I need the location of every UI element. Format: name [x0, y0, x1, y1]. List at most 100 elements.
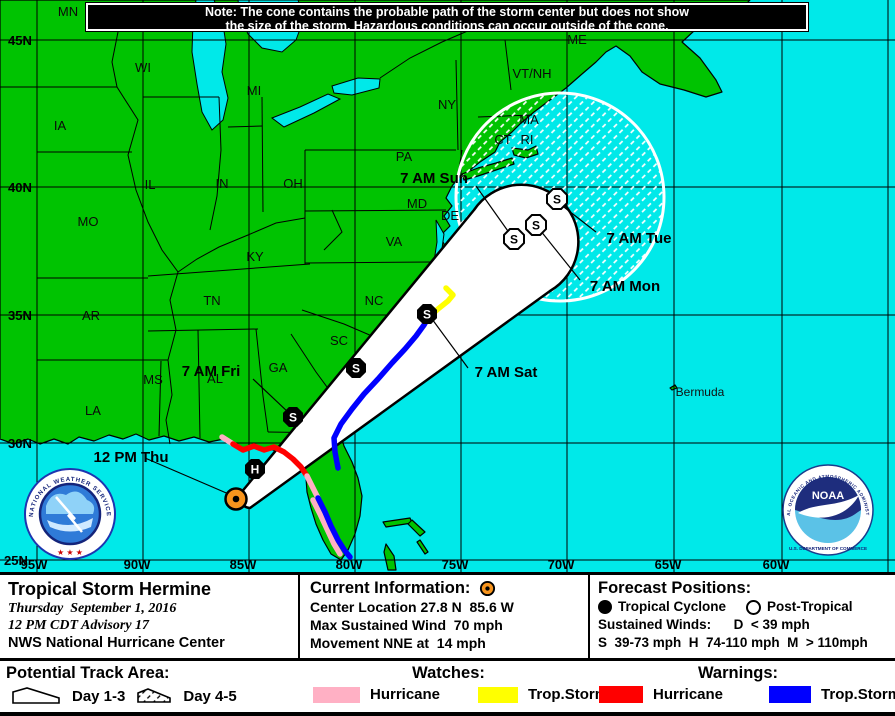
state-label: IL [145, 177, 156, 192]
current-information: Current Information: Center Location 27.… [298, 575, 588, 658]
lat-label: 45N [8, 33, 32, 48]
note-line-2: the size of the storm. Hazardous conditi… [225, 18, 669, 33]
warnings-items: Hurricane Trop.Storm [599, 686, 895, 703]
svg-text:S: S [553, 193, 561, 207]
lon-label: 60W [763, 557, 790, 572]
post-tropical-marker-s: S [503, 228, 525, 250]
tropical-cyclone-label: Tropical Cyclone [618, 599, 727, 614]
track-area-items: Day 1-3 Day 4-5 [10, 686, 237, 706]
hurricane-watch-segment [310, 497, 343, 557]
state-label: KY [246, 249, 264, 264]
day13-cone-icon [12, 687, 60, 704]
state-label: SC [330, 333, 348, 348]
state-label: OH [283, 176, 303, 191]
post-tropical-label: Post-Tropical [767, 599, 853, 614]
hurricane-warning-label: Hurricane [653, 686, 724, 703]
state-labels: MN WI MI IA IL IN OH MO KY TN AR NC SC G… [54, 4, 725, 418]
day45-hatched-icon [137, 688, 172, 703]
lon-label: 65W [655, 557, 682, 572]
state-label: VT/NH [513, 66, 552, 81]
forecast-markers: H S S S S S S [224, 188, 568, 511]
state-label: AR [82, 308, 100, 323]
watch-warning-layer [219, 285, 456, 560]
hurricane-watch-segment [304, 473, 321, 501]
time-label: 7 AM Tue [606, 230, 671, 247]
svg-text:S: S [532, 219, 540, 233]
watches-header: Watches: [412, 664, 485, 682]
time-label: 12 PM Thu [93, 449, 168, 466]
svg-text:H: H [251, 463, 260, 477]
lake-ontario [331, 77, 381, 96]
state-label: DE [441, 208, 459, 223]
state-label: NC [365, 293, 384, 308]
forecast-positions-header: Forecast Positions: [598, 579, 752, 597]
lon-label: 80W [336, 557, 363, 572]
forecast-marker-h: H [245, 459, 265, 479]
wind-scale-line: S 39-73 mph H 74-110 mph M > 110mph [598, 635, 868, 650]
state-label: ME [567, 32, 587, 47]
day45-label: Day 4-5 [183, 687, 237, 705]
current-info-header: Current Information: [310, 579, 471, 597]
state-label: MS [143, 372, 163, 387]
legend-panel: Potential Track Area: Day 1-3 Day 4-5 Wa… [0, 658, 895, 716]
storm-agency: NWS National Hurricane Center [8, 635, 225, 651]
post-tropical-marker-s: S [525, 214, 547, 236]
bahamas-island [416, 539, 429, 555]
tropical-cyclone-icon [598, 600, 612, 614]
hurricane-watch-label: Hurricane [370, 686, 441, 703]
max-wind: Max Sustained Wind 70 mph [310, 617, 503, 633]
lat-label: 30N [8, 436, 32, 451]
lon-label: 75W [442, 557, 469, 572]
time-label: 7 AM Mon [590, 278, 660, 295]
forecast-marker-s: S [417, 304, 437, 324]
state-label: AL [207, 371, 223, 386]
movement: Movement NNE at 14 mph [310, 635, 486, 651]
track-area-header: Potential Track Area: [6, 664, 170, 682]
hurricane-warning-swatch [599, 686, 643, 703]
grid-labels: 45N 40N 35N 30N 25N 95W 90W 85W 80W 75W … [4, 33, 790, 572]
svg-text:S: S [289, 411, 297, 425]
time-labels: 12 PM Thu 7 AM Fri 7 AM Sat 7 AM Sun 7 A… [93, 170, 671, 466]
storm-summary: Tropical Storm Hermine Thursday Septembe… [0, 575, 298, 658]
post-tropical-marker-s: S [546, 188, 568, 210]
warnings-header: Warnings: [697, 664, 779, 682]
time-label: 7 AM Fri [182, 363, 241, 380]
bahamas-island [407, 519, 426, 537]
leader-lines [144, 185, 597, 496]
state-label: MI [247, 83, 261, 98]
lat-label: 35N [8, 308, 32, 323]
post-tropical-icon [746, 599, 762, 615]
cone-note-banner: Note: The cone contains the probable pat… [86, 3, 808, 33]
svg-text:S: S [423, 308, 431, 322]
lat-label: 25N [4, 553, 28, 568]
state-label: PA [396, 149, 413, 164]
nws-stars: ★ ★ ★ [57, 548, 83, 557]
state-label: MO [78, 214, 99, 229]
state-label: IN [216, 176, 229, 191]
ts-warning-swatch [769, 686, 812, 703]
state-label: TN [203, 293, 220, 308]
noaa-bottom-text: U.S. DEPARTMENT OF COMMERCE [789, 546, 867, 551]
info-panel: Tropical Storm Hermine Thursday Septembe… [0, 572, 895, 658]
noaa-label: NOAA [812, 490, 844, 502]
time-label: 7 AM Sat [475, 364, 538, 381]
forecast-marker-s: S [283, 407, 303, 427]
lat-label: 40N [8, 180, 32, 195]
state-label: CT [494, 132, 511, 147]
note-line-1: Note: The cone contains the probable pat… [204, 5, 690, 19]
storm-title: Tropical Storm Hermine [8, 579, 212, 599]
watches-items: Hurricane Trop.Storm [313, 686, 608, 703]
state-label: MN [58, 4, 78, 19]
bahamas-island [383, 543, 397, 571]
time-label: 7 AM Sun [400, 170, 468, 187]
storm-advisory: 12 PM CDT Advisory 17 [8, 618, 150, 633]
lake-erie [270, 93, 342, 128]
state-label: GA [269, 360, 288, 375]
state-label: IA [54, 118, 67, 133]
ts-watch-label: Trop.Storm [528, 686, 609, 703]
lon-label: 95W [21, 557, 48, 572]
state-label: LA [85, 403, 101, 418]
ts-warning-label: Trop.Storm [821, 686, 895, 703]
state-label: WI [135, 60, 151, 75]
